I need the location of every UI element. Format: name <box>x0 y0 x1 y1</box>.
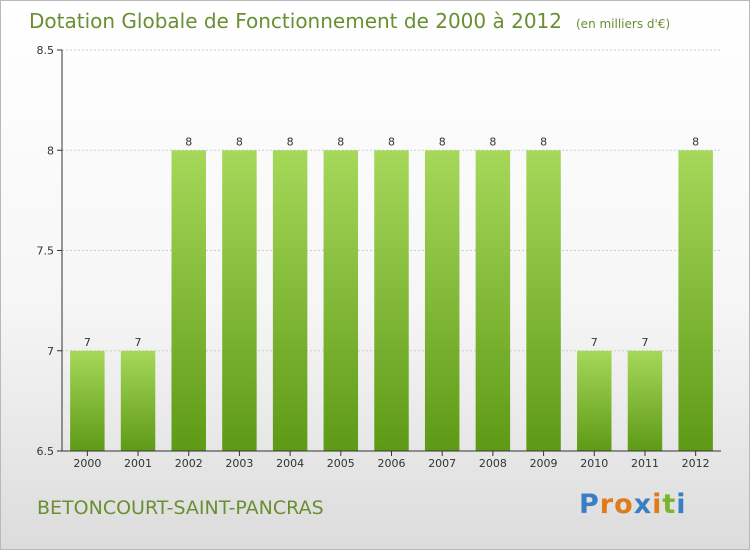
x-tick-label: 2004 <box>276 457 304 470</box>
y-tick-label: 8 <box>47 144 54 157</box>
x-tick-label: 2005 <box>327 457 355 470</box>
logo-letter: i <box>652 489 663 520</box>
data-label: 8 <box>439 135 446 148</box>
bar <box>171 150 206 451</box>
title-text: Dotation Globale de Fonctionnement de 20… <box>29 9 562 33</box>
logo-letter: o <box>614 489 634 520</box>
city-name: BETONCOURT-SAINT-PANCRAS <box>37 497 324 519</box>
x-tick-label: 2007 <box>428 457 456 470</box>
x-tick-label: 2010 <box>580 457 608 470</box>
data-label: 7 <box>591 336 598 349</box>
y-tick-label: 8.5 <box>37 44 55 57</box>
data-label: 7 <box>135 336 142 349</box>
x-tick-label: 2011 <box>631 457 659 470</box>
bar <box>526 150 561 451</box>
logo-letter: P <box>579 489 600 520</box>
y-tick-label: 7 <box>47 345 54 358</box>
y-tick-label: 6.5 <box>37 445 55 458</box>
bar <box>120 350 156 451</box>
logo-letter: t <box>662 489 677 520</box>
bar <box>475 150 511 451</box>
x-tick-label: 2001 <box>124 457 152 470</box>
data-label: 8 <box>489 135 496 148</box>
bar <box>374 150 409 451</box>
x-tick-label: 2000 <box>73 457 101 470</box>
data-label: 7 <box>641 336 648 349</box>
data-label: 8 <box>388 135 395 148</box>
labels: 6.5 7 7.5 8 8.5 7 2000 7 2001 8 2002 8 2003 8 2004 8 200… <box>37 44 710 470</box>
logo-letter: x <box>633 489 653 520</box>
data-label: 8 <box>236 135 243 148</box>
logo-letter: i <box>676 489 687 520</box>
x-tick-label: 2008 <box>479 457 507 470</box>
data-label: 7 <box>84 336 91 349</box>
data-label: 8 <box>287 135 294 148</box>
logo-letter: r <box>599 489 615 520</box>
data-label: 8 <box>185 135 192 148</box>
proxiti-logo: Proxiti <box>579 489 687 520</box>
bar <box>577 350 612 451</box>
bar <box>424 150 460 451</box>
x-tick-label: 2002 <box>175 457 203 470</box>
bars <box>70 150 713 451</box>
bar <box>70 350 105 451</box>
axes <box>57 49 721 456</box>
bar <box>272 150 308 451</box>
y-tick-label: 7.5 <box>37 245 55 258</box>
bar <box>323 150 359 451</box>
chart-title: Dotation Globale de Fonctionnement de 20… <box>29 9 670 33</box>
data-label: 8 <box>337 135 344 148</box>
data-label: 8 <box>540 135 547 148</box>
bar <box>627 350 663 451</box>
x-tick-label: 2006 <box>378 457 406 470</box>
x-tick-label: 2003 <box>225 457 253 470</box>
x-tick-label: 2009 <box>530 457 558 470</box>
unit-note: (en milliers d'€) <box>576 17 671 31</box>
bar <box>678 150 713 451</box>
bar <box>222 150 257 451</box>
data-label: 8 <box>692 135 699 148</box>
x-tick-label: 2012 <box>682 457 710 470</box>
